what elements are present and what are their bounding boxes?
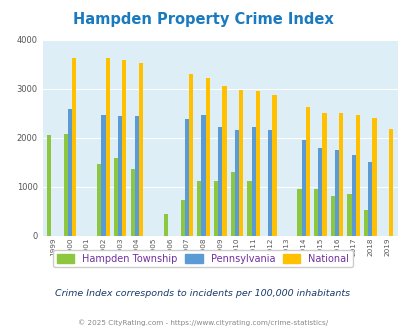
Bar: [296, 189, 301, 236]
Bar: [217, 127, 222, 236]
Bar: [205, 78, 209, 236]
Bar: [122, 60, 126, 236]
Bar: [134, 116, 139, 236]
Bar: [351, 155, 355, 236]
Bar: [114, 158, 118, 236]
Bar: [184, 118, 188, 236]
Bar: [239, 90, 243, 236]
Bar: [371, 118, 376, 236]
Bar: [101, 115, 105, 236]
Bar: [213, 182, 217, 236]
Bar: [272, 95, 276, 236]
Bar: [230, 172, 234, 236]
Bar: [118, 116, 122, 236]
Bar: [105, 58, 109, 236]
Bar: [255, 91, 259, 236]
Text: Crime Index corresponds to incidents per 100,000 inhabitants: Crime Index corresponds to incidents per…: [55, 289, 350, 298]
Bar: [247, 181, 251, 236]
Bar: [188, 74, 193, 236]
Bar: [47, 135, 51, 236]
Bar: [322, 113, 326, 236]
Bar: [334, 149, 338, 236]
Bar: [301, 140, 305, 236]
Bar: [97, 164, 101, 236]
Bar: [330, 196, 334, 236]
Legend: Hampden Township, Pennsylvania, National: Hampden Township, Pennsylvania, National: [53, 249, 352, 267]
Bar: [313, 189, 318, 236]
Bar: [201, 115, 205, 236]
Bar: [222, 86, 226, 236]
Bar: [268, 130, 272, 236]
Bar: [318, 148, 322, 236]
Bar: [164, 214, 168, 236]
Bar: [347, 194, 351, 236]
Bar: [68, 109, 72, 236]
Text: © 2025 CityRating.com - https://www.cityrating.com/crime-statistics/: © 2025 CityRating.com - https://www.city…: [78, 319, 327, 326]
Bar: [180, 200, 184, 236]
Bar: [355, 115, 359, 236]
Bar: [251, 127, 255, 236]
Bar: [234, 130, 239, 236]
Bar: [130, 169, 134, 236]
Bar: [338, 113, 342, 236]
Bar: [363, 211, 367, 236]
Bar: [64, 134, 68, 236]
Bar: [72, 58, 76, 236]
Bar: [388, 129, 392, 236]
Text: Hampden Property Crime Index: Hampden Property Crime Index: [72, 12, 333, 26]
Bar: [197, 181, 201, 236]
Bar: [305, 107, 309, 236]
Bar: [367, 162, 371, 236]
Bar: [139, 63, 143, 236]
